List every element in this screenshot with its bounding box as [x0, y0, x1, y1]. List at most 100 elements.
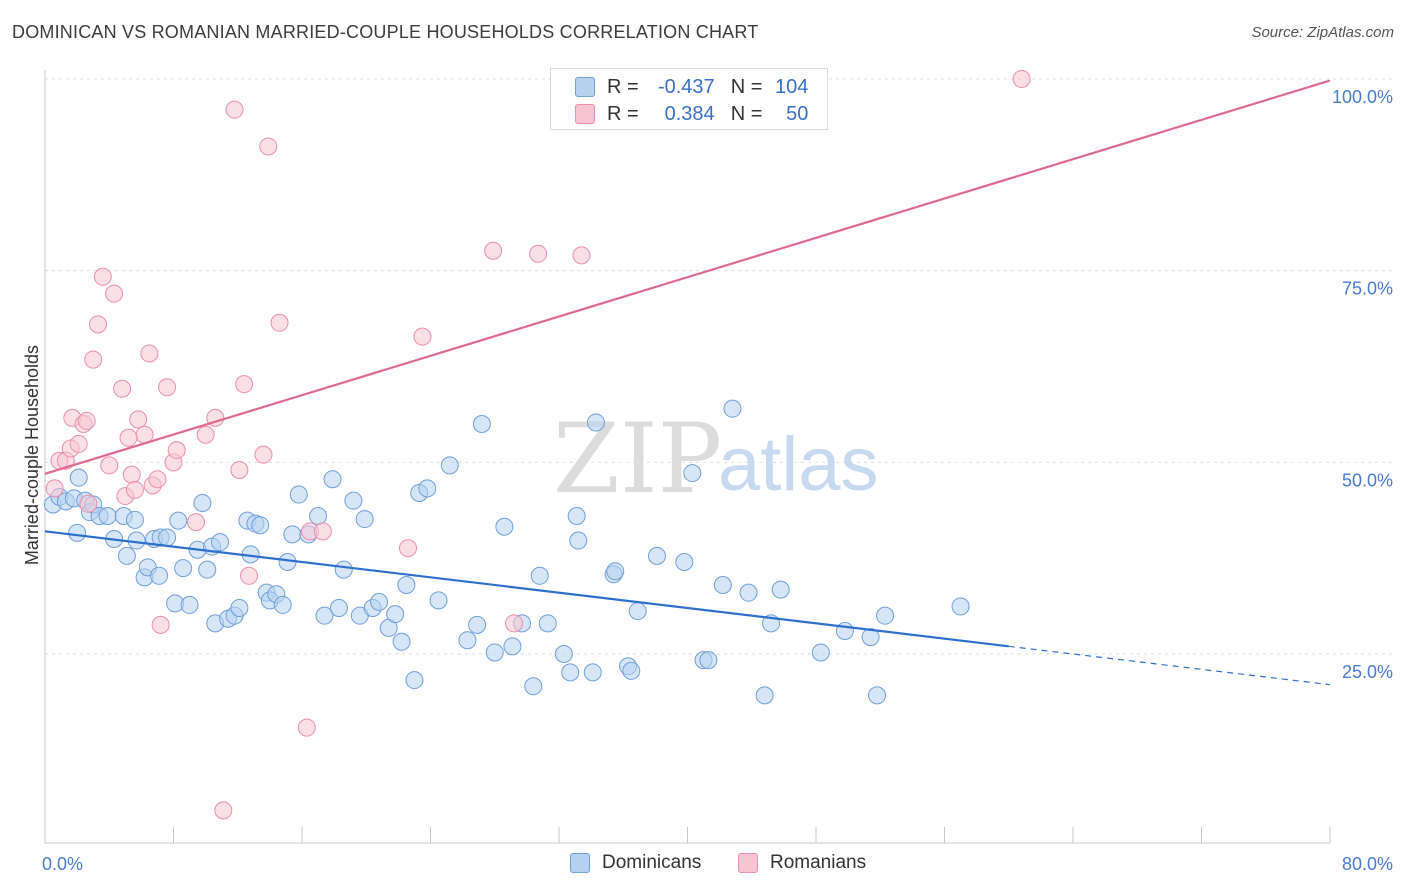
- dominicans-point: [392, 632, 411, 651]
- legend-label-dominicans: Dominicans: [602, 852, 702, 873]
- romanians-point: [129, 410, 148, 429]
- dominicans-point: [405, 671, 424, 690]
- dominicans-point: [355, 510, 374, 529]
- watermark: ZIP atlas: [553, 403, 879, 515]
- romanians-point: [1012, 70, 1031, 88]
- romanians-point: [148, 470, 167, 489]
- dominicans-point: [485, 643, 504, 662]
- chart-title: DOMINICAN VS ROMANIAN MARRIED-COUPLE HOU…: [12, 22, 759, 42]
- dominicans-point: [386, 605, 405, 624]
- dominicans-point: [69, 468, 88, 487]
- dominicans-point: [309, 507, 328, 525]
- dominicans-point: [125, 510, 144, 529]
- dominicans-point: [98, 507, 117, 525]
- dominicans-point: [628, 602, 647, 621]
- dominicans-points: [44, 399, 970, 705]
- romanians-point: [122, 465, 141, 484]
- dominicans-point: [713, 576, 732, 594]
- dominicans-point: [180, 595, 199, 614]
- dominicans-point: [868, 686, 887, 705]
- romanians-point: [125, 480, 144, 499]
- dominicans-point: [211, 533, 230, 552]
- romanians-point: [529, 244, 548, 263]
- romanians-point: [239, 566, 258, 585]
- dominicans-point: [503, 637, 522, 656]
- dominicans-point: [169, 511, 188, 530]
- watermark-zip: ZIP: [553, 403, 722, 515]
- romanians-point: [505, 614, 524, 633]
- r-label: R =: [607, 102, 639, 125]
- romanians-point: [113, 379, 132, 398]
- dominicans-point: [458, 631, 477, 650]
- dominicans-point: [561, 663, 580, 682]
- dominicans-point: [647, 546, 666, 565]
- romanians-point: [69, 434, 88, 453]
- dominicans-point: [315, 606, 334, 625]
- r-value: -0.437: [657, 75, 715, 98]
- romanians-point: [270, 313, 289, 332]
- dominicans-point: [530, 566, 549, 585]
- y-tick-label: 25.0%: [1342, 662, 1393, 682]
- legend-item-dominicans[interactable]: Dominicans: [570, 852, 701, 874]
- x-tick-label-max: 80.0%: [1342, 854, 1393, 874]
- dominicans-point: [273, 595, 292, 614]
- romanians-point: [413, 327, 432, 346]
- dominicans-point: [158, 528, 177, 547]
- romanians-point: [230, 461, 249, 479]
- romanians-point: [151, 615, 170, 634]
- romanians-legend-swatch: [738, 853, 758, 873]
- dominicans-point: [418, 479, 437, 498]
- correlation-stats-box: R = -0.437 N = 104 R = 0.384 N = 50: [550, 68, 828, 130]
- dominicans-point: [683, 464, 702, 483]
- dominicans-point: [524, 677, 543, 696]
- dominicans-point: [370, 592, 389, 611]
- romanians-point: [158, 378, 177, 397]
- romanians-point: [93, 267, 112, 286]
- dominicans-point: [429, 591, 448, 610]
- trend-lines: [44, 79, 1331, 686]
- dominicans-point: [876, 606, 895, 625]
- r-label: R =: [607, 75, 639, 98]
- legend-item-romanians[interactable]: Romanians: [738, 852, 866, 874]
- romanians-point: [313, 522, 332, 541]
- dominicans-trend-extension: [1008, 645, 1331, 686]
- y-tick-label: 100.0%: [1332, 87, 1393, 107]
- dominicans-point: [569, 531, 588, 550]
- romanians-point: [297, 718, 316, 737]
- tick-labels: 25.0% 50.0% 75.0% 100.0% 0.0% 80.0%: [42, 87, 1393, 874]
- dominicans-point: [440, 456, 459, 475]
- dominicans-point: [289, 485, 308, 504]
- dominicans-point: [723, 399, 742, 418]
- romanians-point: [572, 246, 591, 265]
- romanians-point: [84, 350, 103, 369]
- dominicans-point: [230, 599, 249, 617]
- romanians-swatch: [575, 104, 595, 124]
- romanians-point: [259, 137, 278, 156]
- romanians-point: [140, 344, 159, 363]
- romanians-point: [399, 539, 418, 558]
- romanians-point: [100, 456, 119, 475]
- romanians-point: [235, 375, 254, 394]
- dominicans-point: [344, 491, 363, 510]
- romanians-trend-line: [44, 79, 1331, 475]
- romanians-point: [225, 100, 244, 119]
- dominicans-point: [951, 597, 970, 616]
- dominicans-point: [251, 516, 270, 535]
- dominicans-point: [193, 493, 212, 512]
- dominicans-point: [68, 523, 87, 542]
- dominicans-point: [334, 560, 353, 579]
- dominicans-swatch: [575, 77, 595, 97]
- romanians-point: [105, 284, 124, 303]
- r-value: 0.384: [664, 102, 715, 125]
- dominicans-point: [495, 517, 514, 536]
- romanians-point: [254, 445, 273, 464]
- dominicans-point: [329, 599, 348, 617]
- axes: [44, 70, 1331, 844]
- dominicans-point: [811, 643, 830, 662]
- dominicans-point: [117, 546, 136, 565]
- romanians-points: [45, 70, 1031, 820]
- dominicans-point: [323, 470, 342, 489]
- dominicans-point: [586, 413, 605, 432]
- dominicans-point: [397, 576, 416, 594]
